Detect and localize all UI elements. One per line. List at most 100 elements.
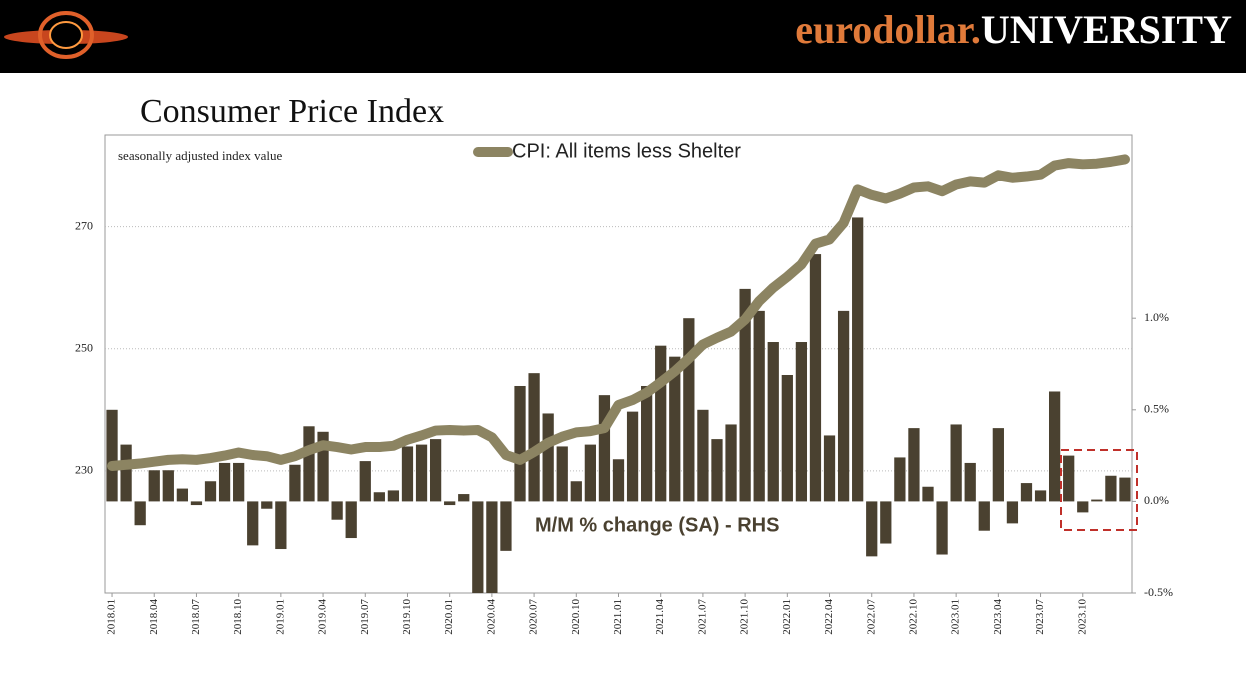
- bar: [120, 444, 132, 502]
- bar: [261, 501, 273, 509]
- line: [107, 154, 1130, 471]
- y-axis-label: seasonally adjusted index value: [118, 148, 282, 163]
- bar: [233, 462, 245, 502]
- chart-title: Consumer Price Index: [140, 93, 444, 130]
- bar: [781, 374, 793, 502]
- bar: [725, 424, 737, 502]
- brand-b: UNIVERSITY: [981, 7, 1232, 52]
- header-bar: [0, 0, 1246, 73]
- x-tick-label: 2022.07: [865, 599, 877, 635]
- bar: [514, 385, 526, 502]
- bar: [936, 501, 948, 555]
- bar: [894, 457, 906, 502]
- bar: [823, 435, 836, 502]
- bar: [739, 288, 751, 502]
- bar: [697, 409, 709, 502]
- x-tick-label: 2021.01: [612, 599, 624, 635]
- bar: [458, 494, 470, 502]
- bar: [387, 490, 400, 502]
- bar: [992, 428, 1004, 502]
- bar: [317, 431, 329, 502]
- bar: [415, 444, 428, 502]
- bar: [612, 459, 625, 502]
- bar: [655, 345, 667, 502]
- y-tick-label: 230: [75, 463, 93, 477]
- x-tick-label: 2022.04: [823, 599, 835, 635]
- brand-a: eurodollar.: [795, 7, 981, 52]
- bar: [1119, 477, 1131, 502]
- x-tick-label: 2023.01: [950, 599, 962, 635]
- x-tick-label: 2019.04: [317, 599, 329, 635]
- bar: [275, 501, 287, 550]
- x-tick-label: 2019.01: [274, 599, 286, 635]
- bar: [978, 501, 990, 531]
- bar: [795, 342, 808, 502]
- bar: [247, 501, 259, 546]
- legend-label: CPI: All items less Shelter: [512, 140, 741, 162]
- x-tick-label: 2022.01: [781, 599, 793, 635]
- x-tick-label: 2020.10: [570, 599, 582, 635]
- plot: 230 250 270 -0.5% 0.0% 0.5% 1.0% 2018.01 2018.04…: [75, 140, 1173, 634]
- x-tick-label: 2020.07: [528, 599, 540, 635]
- y2-tick-label: -0.5%: [1144, 585, 1173, 599]
- x-tick-label: 2021.10: [739, 599, 751, 635]
- bar: [359, 461, 371, 502]
- bar: [669, 356, 681, 502]
- bar: [401, 446, 414, 502]
- bar: [204, 481, 217, 502]
- bar: [866, 501, 878, 557]
- bar: [162, 470, 174, 502]
- x-tick-label: 2023.07: [1034, 599, 1046, 635]
- bar: [852, 217, 864, 502]
- bar: [500, 501, 512, 551]
- bar: [711, 439, 723, 502]
- logo: [4, 11, 128, 59]
- bar: [444, 501, 456, 506]
- x-tick-label: 2018.10: [232, 599, 244, 635]
- x-tick-label: 2022.10: [907, 599, 919, 635]
- bar: [1063, 455, 1075, 502]
- x-tick-label: 2021.07: [696, 599, 708, 635]
- bar: [1006, 501, 1019, 524]
- bar: [880, 501, 892, 544]
- bar: [1091, 499, 1103, 502]
- y2-tick-label: 0.0%: [1144, 493, 1169, 507]
- bar: [1034, 490, 1047, 502]
- bar: [176, 488, 189, 502]
- x-tick-label: 2019.10: [401, 599, 413, 635]
- bar: [345, 501, 357, 539]
- y-tick-label: 250: [75, 340, 93, 354]
- bar: [331, 501, 343, 520]
- x-tick-label: 2018.01: [106, 599, 118, 635]
- bar: [1105, 475, 1117, 502]
- bar: [626, 411, 639, 502]
- bar: [472, 501, 484, 593]
- bar: [570, 481, 582, 502]
- bar: [809, 254, 822, 502]
- bar: [429, 439, 442, 502]
- bar: [528, 373, 540, 502]
- bar: [753, 310, 765, 502]
- bar: [303, 426, 315, 502]
- bar: [922, 486, 934, 502]
- brand: eurodollar.UNIVERSITY: [795, 7, 1232, 52]
- y-tick-label: 270: [75, 218, 93, 232]
- x-tick-label: 2023.04: [992, 599, 1004, 635]
- bar: [289, 464, 301, 502]
- y2-tick-label: 0.5%: [1144, 402, 1169, 416]
- bar: [134, 501, 146, 526]
- x-tick-label: 2020.01: [443, 599, 455, 635]
- x-tick-label: 2020.04: [485, 599, 497, 635]
- bar: [584, 444, 596, 502]
- x-tick-label: 2021.04: [654, 599, 666, 635]
- bar: [486, 501, 498, 593]
- bar: [218, 462, 231, 502]
- bar: [1020, 483, 1033, 502]
- x-tick-label: 2018.07: [190, 599, 202, 635]
- bar: [1077, 501, 1089, 513]
- bar: [950, 424, 962, 502]
- bar: [1048, 391, 1061, 502]
- bar: [908, 428, 920, 502]
- bar: [837, 310, 850, 502]
